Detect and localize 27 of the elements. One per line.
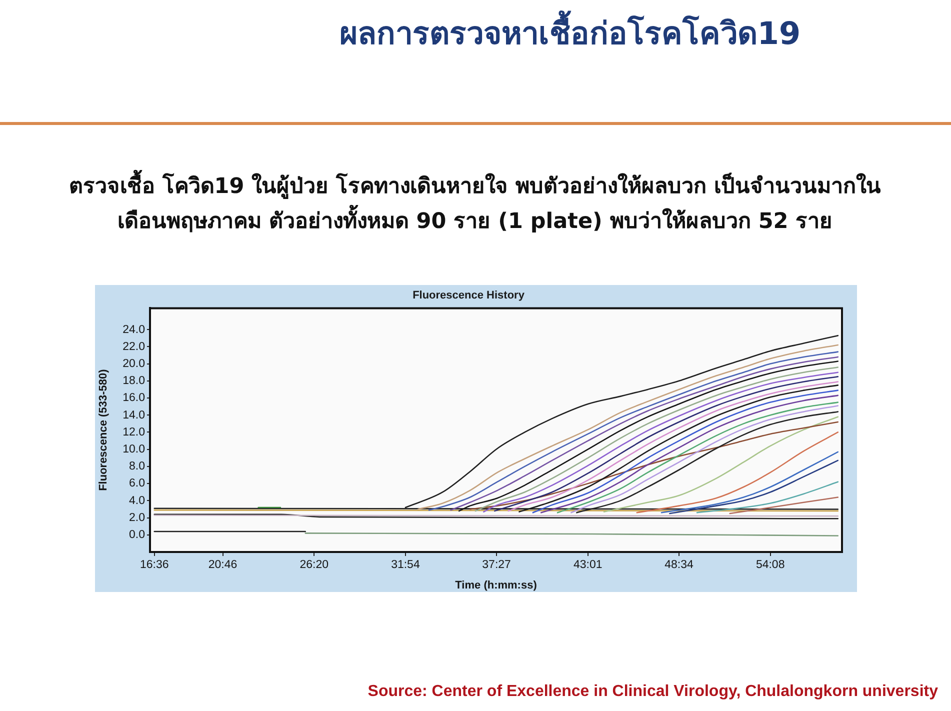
y-tick-label: 22.0 bbox=[122, 340, 145, 353]
source-note: Source: Center of Excellence in Clinical Virology, Chulalongkorn university bbox=[368, 682, 938, 702]
x-tick-label: 48:34 bbox=[664, 559, 694, 572]
x-axis-title: Time (h:mm:ss) bbox=[455, 579, 538, 592]
x-tick-label: 54:08 bbox=[756, 559, 785, 572]
y-tick-label: 10.0 bbox=[122, 444, 145, 456]
y-tick-label: 14.0 bbox=[122, 409, 145, 422]
y-tick-label: 4.0 bbox=[129, 494, 145, 507]
y-tick-label: 20.0 bbox=[122, 358, 145, 370]
chart-subtitle: ตรวจเชื้อ โควิด19 ในผู้ป่วย โรคทางเดินหายใจ พบตัวอย่างให้ผลบวก เป็นจำนวนมากในเดือนพฤษภาคม ตัวอย่างทั้งหมด 90 ราย (1 plate) พบว่าให้ผลบวก 52 ราย bbox=[68, 169, 882, 236]
y-axis-title: Fluorescence (533-580) bbox=[98, 368, 110, 491]
y-tick-label: 18.0 bbox=[122, 375, 145, 388]
x-tick-label: 37:27 bbox=[482, 559, 511, 572]
y-tick-label: 6.0 bbox=[129, 478, 145, 490]
x-tick-label: 43:01 bbox=[574, 559, 602, 572]
y-tick-label: 0.0 bbox=[129, 529, 145, 542]
x-tick-label: 26:20 bbox=[300, 559, 328, 572]
x-tick-label: 31:54 bbox=[391, 559, 420, 572]
text: Fluorescence History bbox=[412, 290, 526, 302]
y-tick-label: 24.0 bbox=[122, 324, 145, 336]
x-tick-label: 20:46 bbox=[208, 559, 238, 572]
y-tick-label: 8.0 bbox=[129, 460, 145, 473]
y-tick-label: 2.0 bbox=[129, 512, 145, 524]
y-tick-label: 12.0 bbox=[122, 426, 145, 438]
x-tick-label: 16:36 bbox=[140, 559, 169, 572]
chart-title: ผลการตรวจหาเชื้อก่อโรคโควิด19 bbox=[338, 10, 802, 54]
y-tick-label: 16.0 bbox=[122, 392, 145, 404]
